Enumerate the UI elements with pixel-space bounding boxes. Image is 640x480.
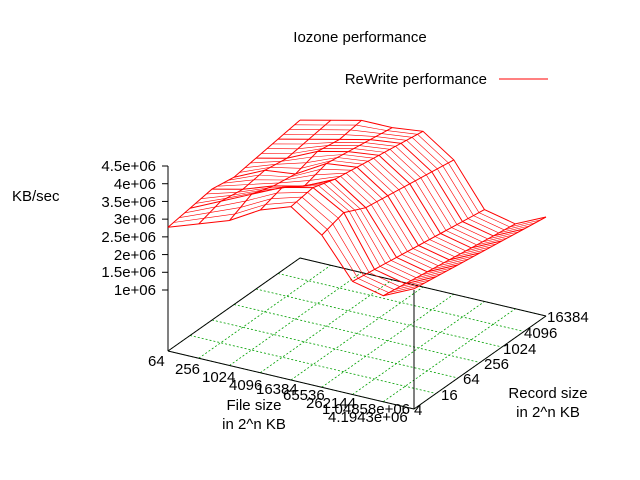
y-axis-line [413,315,547,410]
floor-grid-line-x [260,279,393,374]
surface-mesh-line [294,124,541,228]
z-tick-label: 3.5e+06 [101,194,156,211]
y-tick-label: 256 [484,356,509,373]
legend-label: ReWrite performance [345,71,487,88]
y-tick-label: 1024 [503,341,536,358]
surface-col-line [229,120,362,221]
z-tick-label: 4.5e+06 [101,158,156,175]
surface-col-line [198,119,332,225]
floor-grid [167,257,547,410]
surface-mesh-line [228,168,475,264]
x-axis-line [167,350,415,410]
surface-col-line [413,216,547,290]
rewrite-surface-mesh [167,119,547,297]
z-tick-label: 2e+06 [114,247,156,264]
z-tick-label: 1e+06 [114,282,156,299]
plot-box-edges [162,165,547,410]
surface-col-line [352,209,485,282]
floor-grid-line-x [229,272,362,366]
surface-mesh-line [239,160,486,258]
y-axis-label-line2: in 2^n KB [516,404,580,421]
x-tick-label: 16384 [256,381,298,398]
z-tick-label: 3e+06 [114,211,156,228]
z-axis-ticks: 4.5e+06 4e+06 3.5e+06 3e+06 2.5e+06 2e+0… [101,158,156,299]
floor-grid-line-x [290,286,424,381]
surface-mesh-line [184,191,431,288]
surface-mesh-line [283,134,530,234]
x-tick-label: 64 [148,353,165,370]
floor-edge-left [167,257,301,352]
x-tick-label: 1.04858e+06 [322,401,410,418]
surface-mesh-line [266,145,514,243]
floor-grid-line-x [198,264,331,359]
z-axis-label: KB/sec [12,188,60,205]
y-tick-label: 4096 [524,325,557,342]
x-tick-label: 1024 [202,369,235,386]
surface-mesh-line [173,201,420,294]
surface-mesh-line [261,148,508,246]
x-axis-label-line1: File size [226,397,281,414]
surface-col-line [383,223,516,297]
y-tick-label: 4 [414,402,422,419]
surface-mesh-line [250,154,497,252]
y-axis-ticks: 4 16 64 256 1024 4096 16384 [414,309,589,419]
y-axis-label-line1: Record size [508,385,587,402]
surface-row-line [255,150,503,249]
x-axis-ticks: 64 256 1024 4096 16384 65536 262144 1.04… [148,353,410,426]
surface-mesh-line [288,129,536,231]
y-tick-label: 64 [463,371,480,388]
y-tick-label: 16 [441,387,458,404]
x-tick-label: 65536 [283,387,325,404]
surface-mesh-line [178,196,426,291]
z-tick-label: 2.5e+06 [101,229,156,246]
surface-col-line [290,130,424,207]
surface-row-line [167,206,415,297]
surface-mesh-line [217,175,464,270]
surface-mesh-line [222,172,470,267]
surface-mesh-line [195,185,442,282]
x-axis-label-line2: in 2^n KB [222,416,286,433]
surface-mesh-line [244,157,492,255]
surface-mesh-line [272,142,519,240]
z-tick-label: 1.5e+06 [101,264,156,281]
surface-mesh-line [206,180,453,276]
x-tick-label: 256 [175,361,200,378]
chart-title: Iozone performance [293,29,426,46]
x-tick-label: 262144 [306,395,356,412]
y-tick-label: 16384 [547,309,589,326]
surface-col-line [321,159,455,236]
z-tick-label: 4e+06 [114,176,156,193]
x-tick-label: 4.1943e+06 [328,409,408,426]
floor-edge-back [299,257,547,317]
surface-col-line [167,119,301,228]
surface-mesh-line [200,183,448,279]
x-tick-label: 4096 [229,377,262,394]
